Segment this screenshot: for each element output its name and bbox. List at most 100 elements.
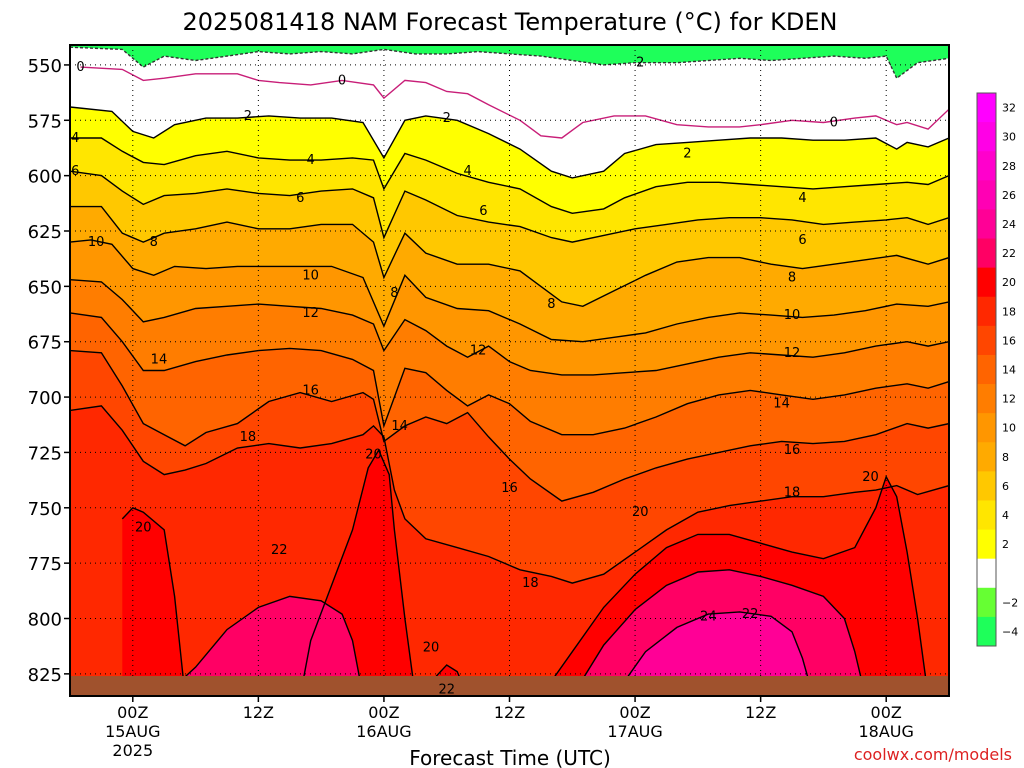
contour-label: 24: [700, 609, 717, 624]
colorbar-swatch: [977, 151, 996, 181]
contour-line-20: [121, 506, 186, 696]
y-tick-label: 700: [28, 388, 62, 409]
x-tick-label: 12Z: [243, 703, 274, 722]
x-tick-label: 00Z: [619, 703, 650, 722]
contour-label: 8: [390, 286, 398, 301]
contour-line-14: [70, 312, 949, 436]
colorbar-swatch: [977, 471, 996, 501]
colorbar-label: 28: [1002, 160, 1016, 173]
colorbar-swatch: [977, 442, 996, 472]
contour-label: 8: [547, 297, 555, 312]
ground-surface: [70, 676, 949, 696]
contour-label: 16: [784, 443, 801, 458]
contour-label: 10: [302, 268, 319, 283]
colorbar: 32 30 28 26 24 22 20 18 16 14 12 10 8 6 4 2 −2 −4: [976, 92, 1018, 647]
contour-line-22: [163, 595, 364, 696]
colorbar-swatch: [977, 209, 996, 240]
contour-line-20: [540, 475, 929, 696]
y-tick-label: 775: [28, 554, 62, 575]
contour-label: 12: [470, 344, 487, 359]
band-22: [164, 596, 363, 696]
contour-label: 18: [784, 485, 801, 500]
colorbar-label: 18: [1002, 305, 1016, 318]
contour-label: 22: [742, 607, 759, 622]
colorbar-label: 24: [1002, 218, 1016, 231]
y-tick-label: 800: [28, 610, 62, 631]
colorbar-label: 6: [1002, 480, 1009, 493]
x-tick-date: 15AUG: [105, 722, 160, 741]
y-tick-label: 650: [28, 277, 62, 298]
contour-label: 12: [784, 346, 801, 361]
colorbar-label: −4: [1002, 625, 1018, 638]
contour-label: 22: [438, 682, 455, 697]
y-tick-label: 675: [28, 333, 62, 354]
contour-label: 22: [271, 543, 288, 558]
contour-label: 16: [501, 481, 518, 496]
contour-line-2: [70, 106, 949, 179]
colorbar-swatch: [977, 325, 996, 356]
colorbar-swatch: [977, 354, 996, 385]
x-tick-date: 18AUG: [859, 722, 914, 741]
contour-line-4: [70, 137, 949, 215]
x-tick-label: 00Z: [871, 703, 902, 722]
contour-line-18: [70, 405, 949, 584]
contour-label: 12: [302, 306, 319, 321]
colorbar-label: 4: [1002, 509, 1009, 522]
colorbar-label: 14: [1002, 364, 1016, 377]
contour-label: 4: [798, 191, 806, 206]
contour-label: 6: [479, 204, 487, 219]
x-tick-date: 17AUG: [607, 722, 662, 741]
colorbar-swatch: [977, 122, 996, 152]
colorbar-label: 20: [1002, 276, 1016, 289]
contour-label: 8: [150, 235, 158, 250]
contour-label: 6: [296, 191, 304, 206]
colorbar-label: 2: [1002, 538, 1009, 551]
contour-label: 2: [636, 56, 644, 71]
x-tick-label: 00Z: [368, 703, 399, 722]
contour-label: 2: [683, 147, 691, 162]
contour-label: 20: [632, 505, 649, 520]
contour-label: 20: [423, 640, 440, 655]
colorbar-swatch: [977, 238, 996, 269]
contour-label: 2: [244, 109, 252, 124]
contour-line-8: [70, 205, 949, 308]
colorbar-swatch: [977, 529, 996, 560]
colorbar-label: 32: [1002, 102, 1016, 115]
y-axis: 550 575 600 625 650 675 700 725 750 775 800 825: [28, 56, 70, 686]
contour-line-24: [613, 611, 814, 696]
y-tick-label: 625: [28, 222, 62, 243]
x-tick-label: 00Z: [117, 703, 148, 722]
colorbar-swatch: [977, 180, 996, 210]
colorbar-label: 26: [1002, 189, 1016, 202]
colorbar-swatch: [977, 384, 996, 414]
y-tick-label: 725: [28, 443, 62, 464]
contour-line--2: [70, 46, 949, 80]
colorbar-frame: [976, 92, 997, 647]
contour-label: 4: [464, 164, 472, 179]
credit-text: coolwx.com/models: [854, 745, 1012, 764]
contour-label: 18: [240, 430, 257, 445]
contour-label: 4: [307, 153, 315, 168]
colorbar-label: 22: [1002, 247, 1016, 260]
contour-label: 14: [773, 397, 790, 412]
y-tick-label: 600: [28, 167, 62, 188]
contour-label: 16: [302, 383, 319, 398]
colorbar-swatch: [977, 587, 996, 618]
contour-label: 10: [784, 308, 801, 323]
colorbar-swatch: [977, 616, 996, 647]
contour-label: 14: [391, 419, 408, 434]
contour-label: 10: [88, 235, 105, 250]
contour-label: 4: [71, 131, 79, 146]
colorbar-label: 10: [1002, 422, 1016, 435]
band-24: [614, 611, 813, 696]
y-tick-label: 750: [28, 499, 62, 520]
contour-label: 20: [365, 448, 382, 463]
colorbar-swatch: [977, 267, 996, 298]
y-tick-label: 575: [28, 111, 62, 132]
contour-line-12: [70, 279, 949, 376]
gridlines: [70, 45, 949, 696]
colorbar-swatch: [977, 500, 996, 531]
